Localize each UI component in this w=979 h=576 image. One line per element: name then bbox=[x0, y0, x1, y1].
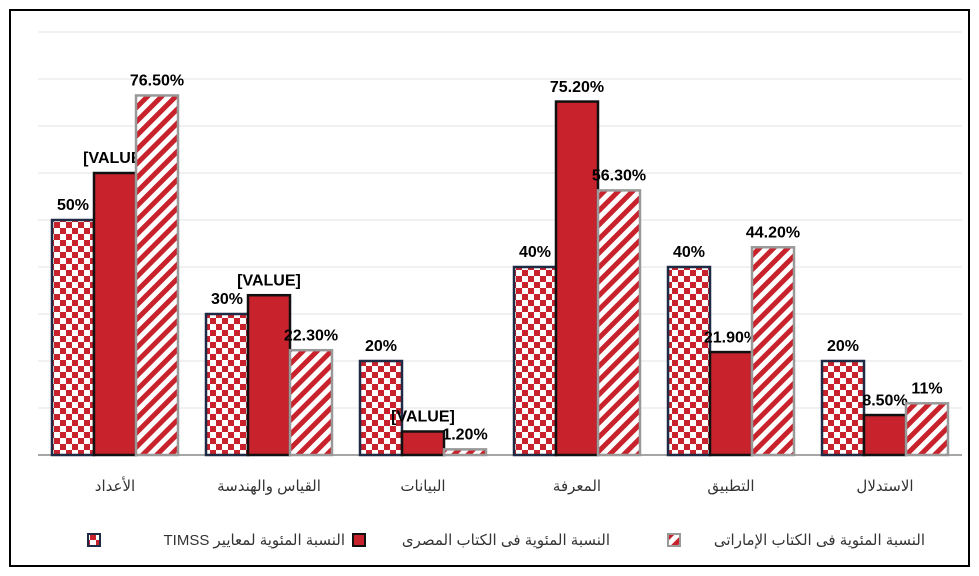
x-tick-label: الأعداد bbox=[95, 476, 135, 495]
value-label: 50% bbox=[57, 197, 89, 214]
bar bbox=[708, 350, 754, 457]
value-label: 8.50% bbox=[862, 392, 907, 409]
bar bbox=[904, 402, 950, 457]
bar bbox=[666, 265, 712, 457]
value-label: [VALUE] bbox=[237, 272, 301, 289]
bar bbox=[246, 293, 292, 457]
value-label: 76.50% bbox=[130, 73, 184, 90]
x-tick-label: القياس والهندسة bbox=[217, 478, 321, 495]
legend-swatch bbox=[352, 533, 366, 547]
value-label: 56.30% bbox=[592, 168, 646, 185]
x-tick-label: المعرفة bbox=[553, 478, 601, 495]
legend-label: النسبة المئوية لمعايير TIMSS bbox=[164, 532, 346, 549]
bar bbox=[554, 100, 600, 457]
x-tick-label: البيانات bbox=[400, 478, 445, 495]
legend-label: النسبة المئوية فى الكتاب الإماراتى bbox=[714, 532, 925, 549]
value-label: [VALUE] bbox=[391, 409, 455, 426]
value-label: 1.20% bbox=[442, 427, 487, 444]
bar bbox=[442, 448, 488, 457]
value-label: 11% bbox=[911, 381, 942, 398]
bar bbox=[596, 189, 642, 457]
value-label: 20% bbox=[827, 338, 859, 355]
value-label: 40% bbox=[673, 244, 705, 261]
value-label: 44.20% bbox=[746, 224, 800, 241]
value-label: [VALUE] bbox=[83, 150, 147, 167]
bar bbox=[512, 265, 558, 457]
bar bbox=[820, 359, 866, 457]
value-label: 30% bbox=[211, 291, 243, 308]
value-label: 21.90% bbox=[704, 329, 758, 346]
x-tick-label: التطبيق bbox=[707, 478, 754, 495]
x-tick-label: الاستدلال bbox=[856, 478, 913, 495]
bar bbox=[400, 430, 446, 457]
bar bbox=[92, 171, 138, 457]
bar bbox=[750, 246, 796, 457]
bar bbox=[358, 359, 404, 457]
legend-swatch bbox=[87, 533, 101, 547]
bar bbox=[204, 312, 250, 457]
value-label: 22.30% bbox=[284, 327, 338, 344]
legend-swatch bbox=[667, 533, 681, 547]
value-label: 75.20% bbox=[550, 79, 604, 96]
bar bbox=[288, 348, 334, 457]
bar bbox=[50, 218, 96, 457]
bar bbox=[862, 413, 908, 457]
bar bbox=[134, 94, 180, 457]
legend-label: النسبة المئوية فى الكتاب المصرى bbox=[402, 532, 610, 549]
value-label: 40% bbox=[519, 244, 551, 261]
value-label: 20% bbox=[365, 338, 397, 355]
